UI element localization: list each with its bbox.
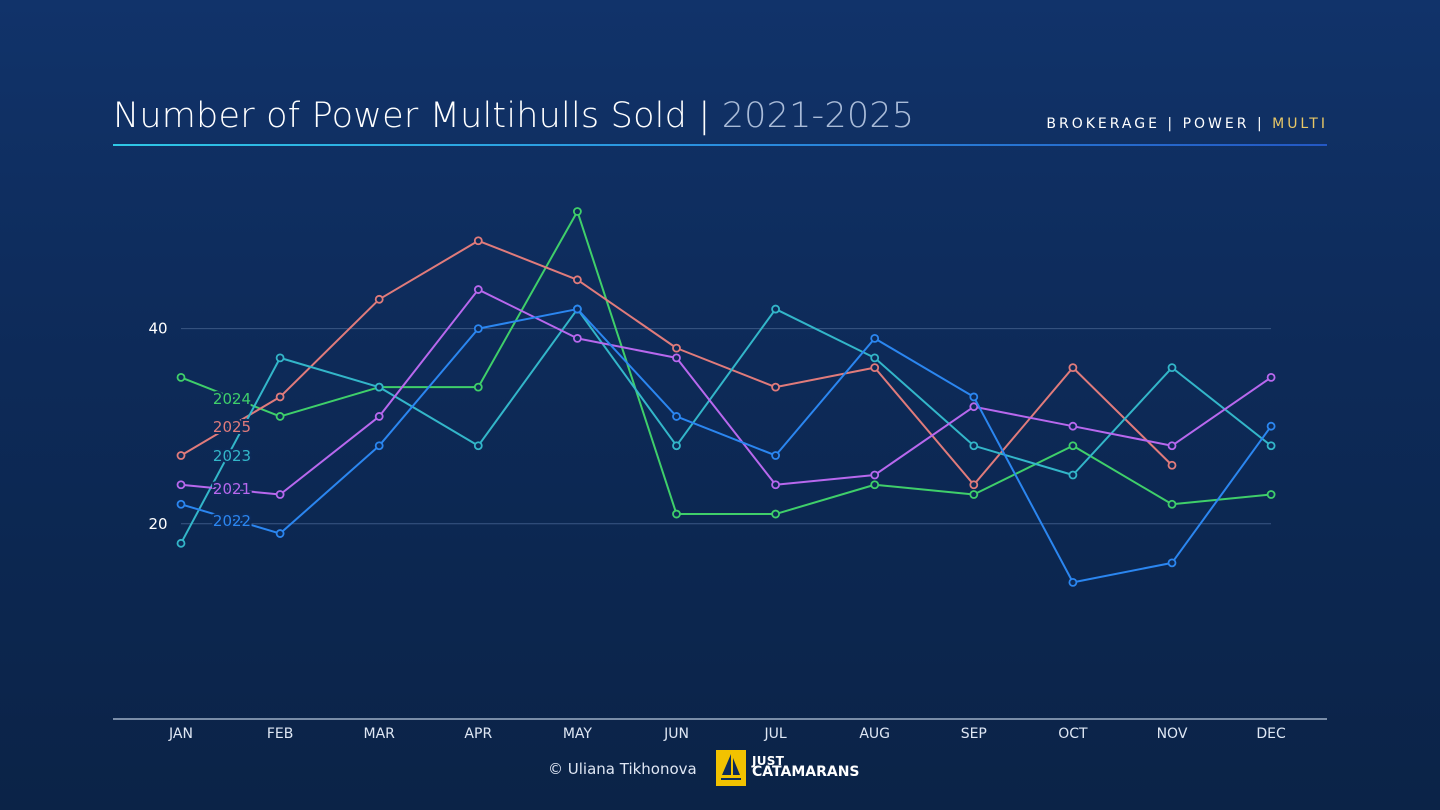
data-point-2023 <box>1266 441 1276 451</box>
x-tick-label: MAR <box>364 726 396 742</box>
data-point-2021 <box>1266 372 1276 382</box>
data-point-2024 <box>1167 499 1177 509</box>
y-tick-label: 20 <box>148 515 167 533</box>
data-point-2023 <box>176 538 186 548</box>
data-point-2021 <box>969 402 979 412</box>
logo-sail-icon <box>716 750 746 786</box>
nav-separator: | <box>1167 116 1176 132</box>
data-point-2025 <box>176 451 186 460</box>
x-tick-label: JUL <box>764 726 787 742</box>
data-point-2021 <box>771 480 780 490</box>
data-point-2021 <box>176 480 186 490</box>
x-tick-label: DEC <box>1256 726 1286 742</box>
nav-multi[interactable]: MULTI <box>1272 116 1328 132</box>
logo-line-1: JUST <box>752 754 785 768</box>
data-point-2024 <box>969 490 979 499</box>
data-point-2025 <box>473 236 483 246</box>
title-divider <box>113 144 1327 146</box>
data-point-2024 <box>573 207 582 216</box>
data-point-2022 <box>275 529 285 538</box>
y-tick-label: 40 <box>148 320 167 338</box>
title-years: 2021-2025 <box>721 96 915 136</box>
data-point-2024 <box>771 509 780 519</box>
x-tick-label: MAY <box>563 726 593 742</box>
x-tick-label: SEP <box>961 726 987 742</box>
data-point-2025 <box>374 294 384 304</box>
data-point-2023 <box>672 441 681 451</box>
data-point-2025 <box>1068 363 1078 373</box>
data-point-2022 <box>374 441 384 451</box>
data-point-2023 <box>275 353 285 363</box>
data-point-2022 <box>473 324 483 334</box>
data-point-2021 <box>573 333 582 343</box>
data-point-2023 <box>969 441 979 451</box>
title-main: Number of Power Multihulls Sold | <box>113 96 711 136</box>
data-point-2025 <box>275 392 285 402</box>
data-point-2021 <box>275 490 285 499</box>
nav-power[interactable]: POWER <box>1182 116 1250 132</box>
data-point-2024 <box>672 509 681 519</box>
series-line-2022 <box>180 308 1272 584</box>
data-point-2023 <box>1167 363 1177 373</box>
data-point-2023 <box>771 304 780 314</box>
series-line-2023 <box>180 308 1272 544</box>
logo-wordmark: JUST CATAMARANS <box>752 754 860 780</box>
data-point-2022 <box>1167 558 1177 568</box>
data-point-2022 <box>672 412 681 421</box>
data-point-2021 <box>473 285 483 294</box>
data-point-2023 <box>870 353 880 363</box>
x-tick-label: NOV <box>1157 726 1188 742</box>
series-line-2024 <box>180 210 1272 516</box>
data-point-2022 <box>1266 421 1276 431</box>
series-label-2023: 2023 <box>213 447 251 465</box>
series-label-2022: 2022 <box>213 512 251 530</box>
data-point-2024 <box>1266 490 1276 499</box>
data-point-2022 <box>870 333 880 343</box>
data-point-2024 <box>473 382 483 392</box>
data-point-2021 <box>1167 441 1177 451</box>
data-point-2021 <box>870 470 880 480</box>
chart-title: Number of Power Multihulls Sold | 2021-2… <box>113 96 914 136</box>
just-catamarans-logo: JUST CATAMARANS <box>716 750 896 788</box>
nav-separator: | <box>1256 116 1265 132</box>
data-point-2025 <box>573 275 582 285</box>
breadcrumb: BROKERAGE | POWER | MULTI <box>1046 116 1328 132</box>
series-label-2024: 2024 <box>213 390 251 408</box>
data-point-2021 <box>672 353 681 363</box>
data-point-2025 <box>969 480 979 490</box>
data-point-2021 <box>1068 421 1078 431</box>
data-point-2022 <box>573 304 582 314</box>
data-point-2023 <box>374 382 384 392</box>
data-point-2022 <box>1068 577 1078 587</box>
nav-brokerage[interactable]: BROKERAGE <box>1046 116 1160 132</box>
copyright-credit: © Uliana Tikhonova <box>548 760 697 778</box>
data-point-2023 <box>1068 470 1078 480</box>
logo-line-2: CATAMARANS <box>752 764 860 780</box>
data-point-2024 <box>870 480 880 490</box>
data-point-2024 <box>176 372 186 382</box>
series-line-2021 <box>180 288 1272 496</box>
data-point-2022 <box>771 451 780 460</box>
data-point-2024 <box>1068 441 1078 451</box>
data-point-2024 <box>275 412 285 421</box>
x-tick-label: JAN <box>168 726 193 742</box>
data-point-2023 <box>473 441 483 451</box>
data-point-2025 <box>771 382 780 392</box>
x-tick-label: FEB <box>267 726 294 742</box>
x-tick-label: AUG <box>859 726 890 742</box>
data-point-2022 <box>969 392 979 402</box>
data-point-2025 <box>672 343 681 353</box>
x-tick-label: JUN <box>663 726 689 742</box>
x-tick-label: APR <box>464 726 492 742</box>
data-point-2022 <box>176 499 186 509</box>
data-point-2025 <box>1167 460 1177 470</box>
series-label-2025: 2025 <box>213 418 251 436</box>
data-point-2021 <box>374 412 384 421</box>
series-label-2021: 2021 <box>213 480 251 498</box>
data-point-2025 <box>870 363 880 373</box>
x-tick-label: OCT <box>1058 726 1088 742</box>
